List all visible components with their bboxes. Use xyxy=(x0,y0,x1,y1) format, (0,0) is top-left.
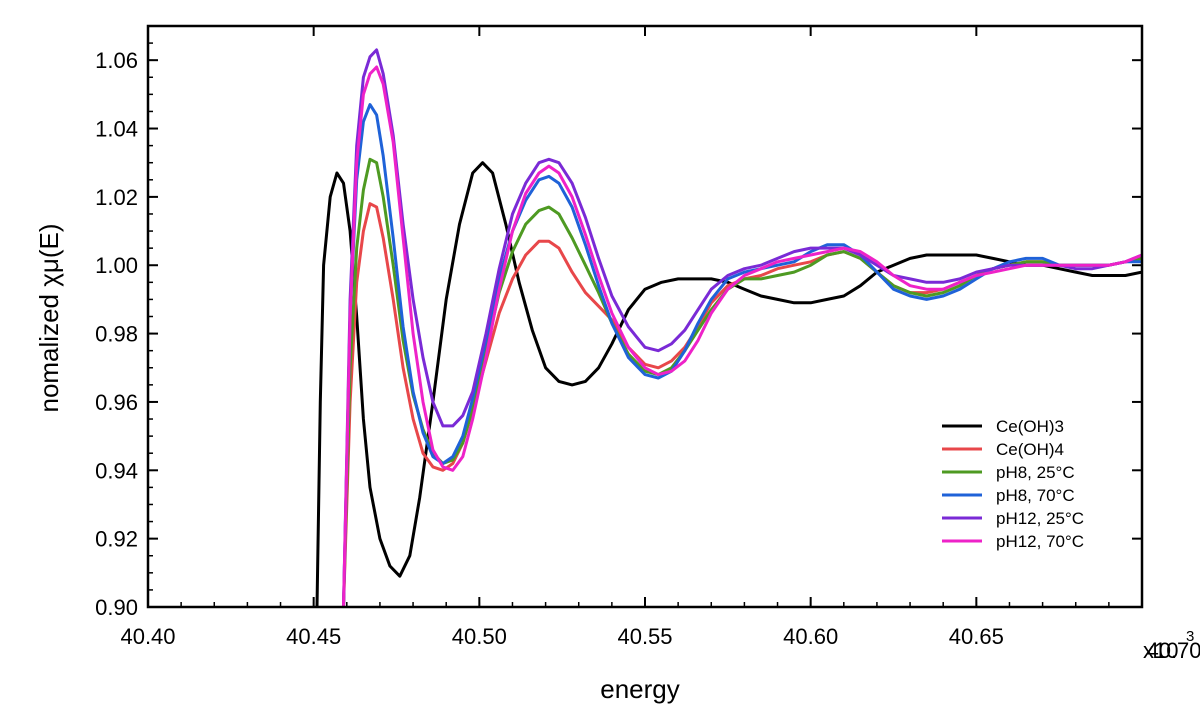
series-line-3 xyxy=(342,103,1142,607)
series-layer xyxy=(315,48,1142,607)
y-tick-label: 0.96 xyxy=(95,390,138,415)
y-tick-label: 0.98 xyxy=(95,322,138,347)
legend-label-0: Ce(OH)3 xyxy=(996,417,1064,436)
tick-labels-layer: 40.40 40.45 40.50 40.55 40.60 40.65 40.70 0.90 0… xyxy=(95,48,1200,663)
y-tick-label: 0.94 xyxy=(95,458,138,483)
x-tick-label: 40.55 xyxy=(617,624,672,649)
y-tick-label: 1.06 xyxy=(95,48,138,73)
x-axis-multiplier: x10 xyxy=(1143,638,1178,663)
legend-label-2: pH8, 25°C xyxy=(996,463,1075,482)
series-line-4 xyxy=(342,48,1142,607)
y-tick-label: 1.04 xyxy=(95,117,138,142)
x-tick-label: 40.60 xyxy=(783,624,838,649)
x-axis-multiplier-exponent: 3 xyxy=(1186,628,1194,645)
x-tick-label: 40.65 xyxy=(949,624,1004,649)
ticks-layer xyxy=(147,25,1143,608)
legend: Ce(OH)3 Ce(OH)4 pH8, 25°C pH8, 70°C pH12, 25… xyxy=(942,417,1084,551)
x-tick-label: 40.45 xyxy=(286,624,341,649)
plot-area xyxy=(148,26,1142,607)
x-tick-label: 40.50 xyxy=(452,624,507,649)
y-axis-label: nomalized χμ(E) xyxy=(34,223,64,412)
y-tick-label: 0.90 xyxy=(95,595,138,620)
x-tick-label: 40.40 xyxy=(120,624,175,649)
y-tick-label: 0.92 xyxy=(95,527,138,552)
legend-label-5: pH12, 70°C xyxy=(996,532,1084,551)
x-axis-label: energy xyxy=(600,674,680,704)
legend-label-3: pH8, 70°C xyxy=(996,486,1075,505)
x-tick-label: 40.70 xyxy=(1146,638,1200,663)
series-line-5 xyxy=(342,65,1142,607)
y-tick-label: 1.02 xyxy=(95,185,138,210)
y-tick-label: 1.00 xyxy=(95,253,138,278)
legend-label-4: pH12, 25°C xyxy=(996,509,1084,528)
series-line-0 xyxy=(315,161,1142,607)
legend-label-1: Ce(OH)4 xyxy=(996,440,1064,459)
